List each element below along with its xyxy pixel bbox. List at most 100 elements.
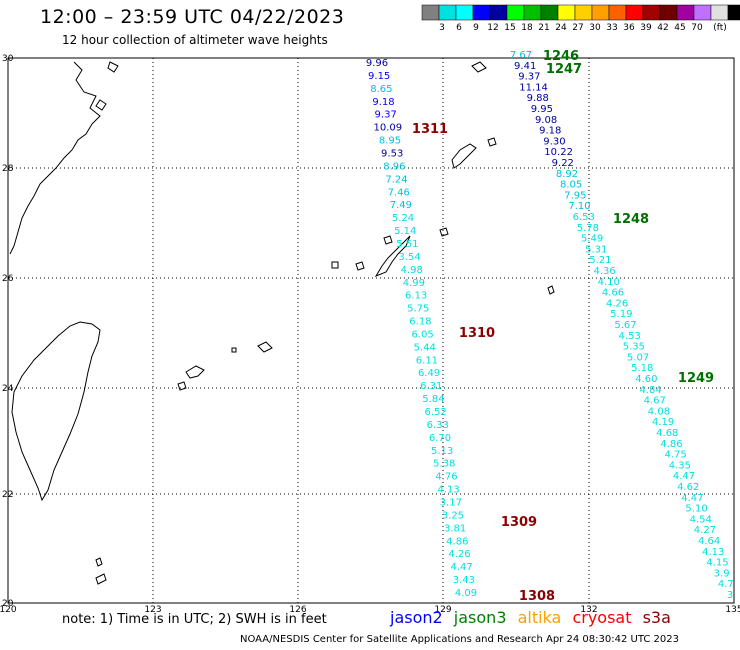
- latitude-label: 30: [2, 54, 14, 64]
- pass-number-label: 1310: [459, 326, 495, 341]
- legend-label: 27: [572, 23, 583, 33]
- pass-number-label: 1246: [543, 49, 579, 64]
- island-south-2: [95, 573, 107, 585]
- swh-value: 5.07: [627, 352, 649, 363]
- note-text: note: 1) Time is in UTC; 2) SWH is in fe…: [62, 612, 327, 627]
- swh-value: 6.13: [405, 291, 427, 302]
- swh-value: 4.76: [435, 472, 457, 483]
- legend-swatch: [693, 4, 712, 21]
- swh-value: 4.26: [606, 298, 628, 309]
- swh-value: 3.25: [442, 510, 464, 521]
- swh-value: 4.36: [593, 266, 615, 277]
- swh-value: 4.13: [702, 547, 724, 558]
- swh-value: 10.22: [544, 147, 573, 158]
- swh-value: 4.68: [656, 428, 678, 439]
- island-small-5: [487, 137, 497, 147]
- map-frame: [7, 57, 735, 604]
- swh-value: 4.75: [665, 450, 687, 461]
- legend-label: 45: [674, 23, 685, 33]
- legend-label: 15: [504, 23, 515, 33]
- legend-swatch: [659, 4, 678, 21]
- swh-value: 6.52: [424, 407, 446, 418]
- swh-value: 4.13: [438, 485, 460, 496]
- swh-value: 7.49: [390, 200, 412, 211]
- swh-value: 6.70: [429, 433, 451, 444]
- swh-value: 6.31: [420, 381, 442, 392]
- swh-value: 9.95: [531, 104, 553, 115]
- pass-number-label: 1309: [501, 515, 537, 530]
- swh-value: 3.81: [444, 523, 466, 534]
- swh-value: 8.05: [560, 180, 582, 191]
- legend-label: 24: [555, 23, 567, 33]
- legend-swatch: [591, 4, 610, 21]
- swh-value: 9.96: [366, 58, 388, 69]
- swh-value: 8.65: [370, 84, 392, 95]
- swh-value: 5.67: [614, 320, 636, 331]
- legend-swatch: [455, 4, 474, 21]
- legend-label: 70: [691, 23, 703, 33]
- legend-label: (ft): [713, 23, 727, 33]
- swh-value: 5.13: [431, 446, 453, 457]
- swh-value: 5.51: [396, 239, 418, 250]
- swh-value: 6.05: [411, 329, 433, 340]
- swh-value: 4.7: [718, 579, 734, 590]
- swh-value: 4.47: [681, 493, 703, 504]
- swh-value: 5.44: [414, 342, 436, 353]
- legend-swatch: [421, 4, 440, 21]
- swh-value: 9.18: [539, 126, 561, 137]
- swh-value: 5.78: [577, 223, 599, 234]
- island-small-3: [331, 261, 339, 269]
- island-small-4: [471, 61, 487, 73]
- legend-swatch: [574, 4, 593, 21]
- latitude-label: 26: [2, 274, 14, 284]
- okinawa-coastline: [374, 235, 411, 278]
- swh-value: 6.53: [573, 212, 595, 223]
- latitude-label: 20: [2, 599, 14, 609]
- legend-swatch: [438, 4, 457, 21]
- latitude-label: 28: [2, 164, 14, 174]
- latitude-labels: 30 28 26 24 22 20: [2, 54, 14, 609]
- island-east-1: [547, 285, 555, 295]
- swh-value: 9.37: [518, 72, 540, 83]
- swh-value: 4.09: [455, 588, 477, 599]
- pass-number-label: 1249: [678, 371, 714, 386]
- island-small-2: [355, 261, 365, 271]
- swh-value: 4.19: [652, 417, 674, 428]
- pass-number-label: 1311: [412, 122, 448, 137]
- legend-label: 30: [589, 23, 601, 33]
- satellite-cryosat: cryosat: [572, 608, 632, 627]
- swh-value: 3.17: [440, 498, 462, 509]
- legend-swatch: [727, 4, 740, 21]
- swh-value: 5.31: [585, 244, 607, 255]
- swh-value: 3.43: [453, 575, 475, 586]
- pass-number-label: 1247: [546, 62, 582, 77]
- swh-value: 5.21: [589, 255, 611, 266]
- legend-label: 33: [606, 23, 617, 33]
- swh-value: 7.46: [388, 187, 410, 198]
- swh-value: 4.67: [644, 396, 666, 407]
- swh-value: 5.35: [623, 342, 645, 353]
- swh-value: 7.95: [564, 190, 586, 201]
- legend-label: 21: [538, 23, 549, 33]
- swh-value: 6.11: [416, 355, 438, 366]
- legend-swatch: [523, 4, 542, 21]
- swh-value: 9.08: [535, 115, 557, 126]
- swh-value: 9.22: [552, 158, 574, 169]
- legend-swatch: [676, 4, 695, 21]
- longitude-label: 126: [289, 605, 306, 615]
- swh-value: 11.14: [519, 82, 548, 93]
- legend-swatch: [710, 4, 729, 21]
- color-legend: 3 6 9 12 15 18 21 24 27 30 33 36 39 42 45 70 (ft): [421, 4, 740, 33]
- swh-value: 4.54: [690, 514, 712, 525]
- swh-value: 7.67: [510, 50, 532, 61]
- swh-value: 10.09: [374, 123, 403, 134]
- china-island-1: [107, 61, 119, 73]
- swh-value: 4.62: [677, 482, 699, 493]
- footer-credit: NOAA/NESDIS Center for Satellite Applica…: [240, 634, 679, 645]
- satellite-altika: altika: [517, 608, 562, 627]
- legend-label: 12: [487, 23, 498, 33]
- latitude-label: 22: [2, 490, 13, 500]
- taiwan-coastline: [11, 321, 101, 502]
- legend-label: 9: [473, 23, 479, 33]
- swh-value: 4.86: [660, 439, 682, 450]
